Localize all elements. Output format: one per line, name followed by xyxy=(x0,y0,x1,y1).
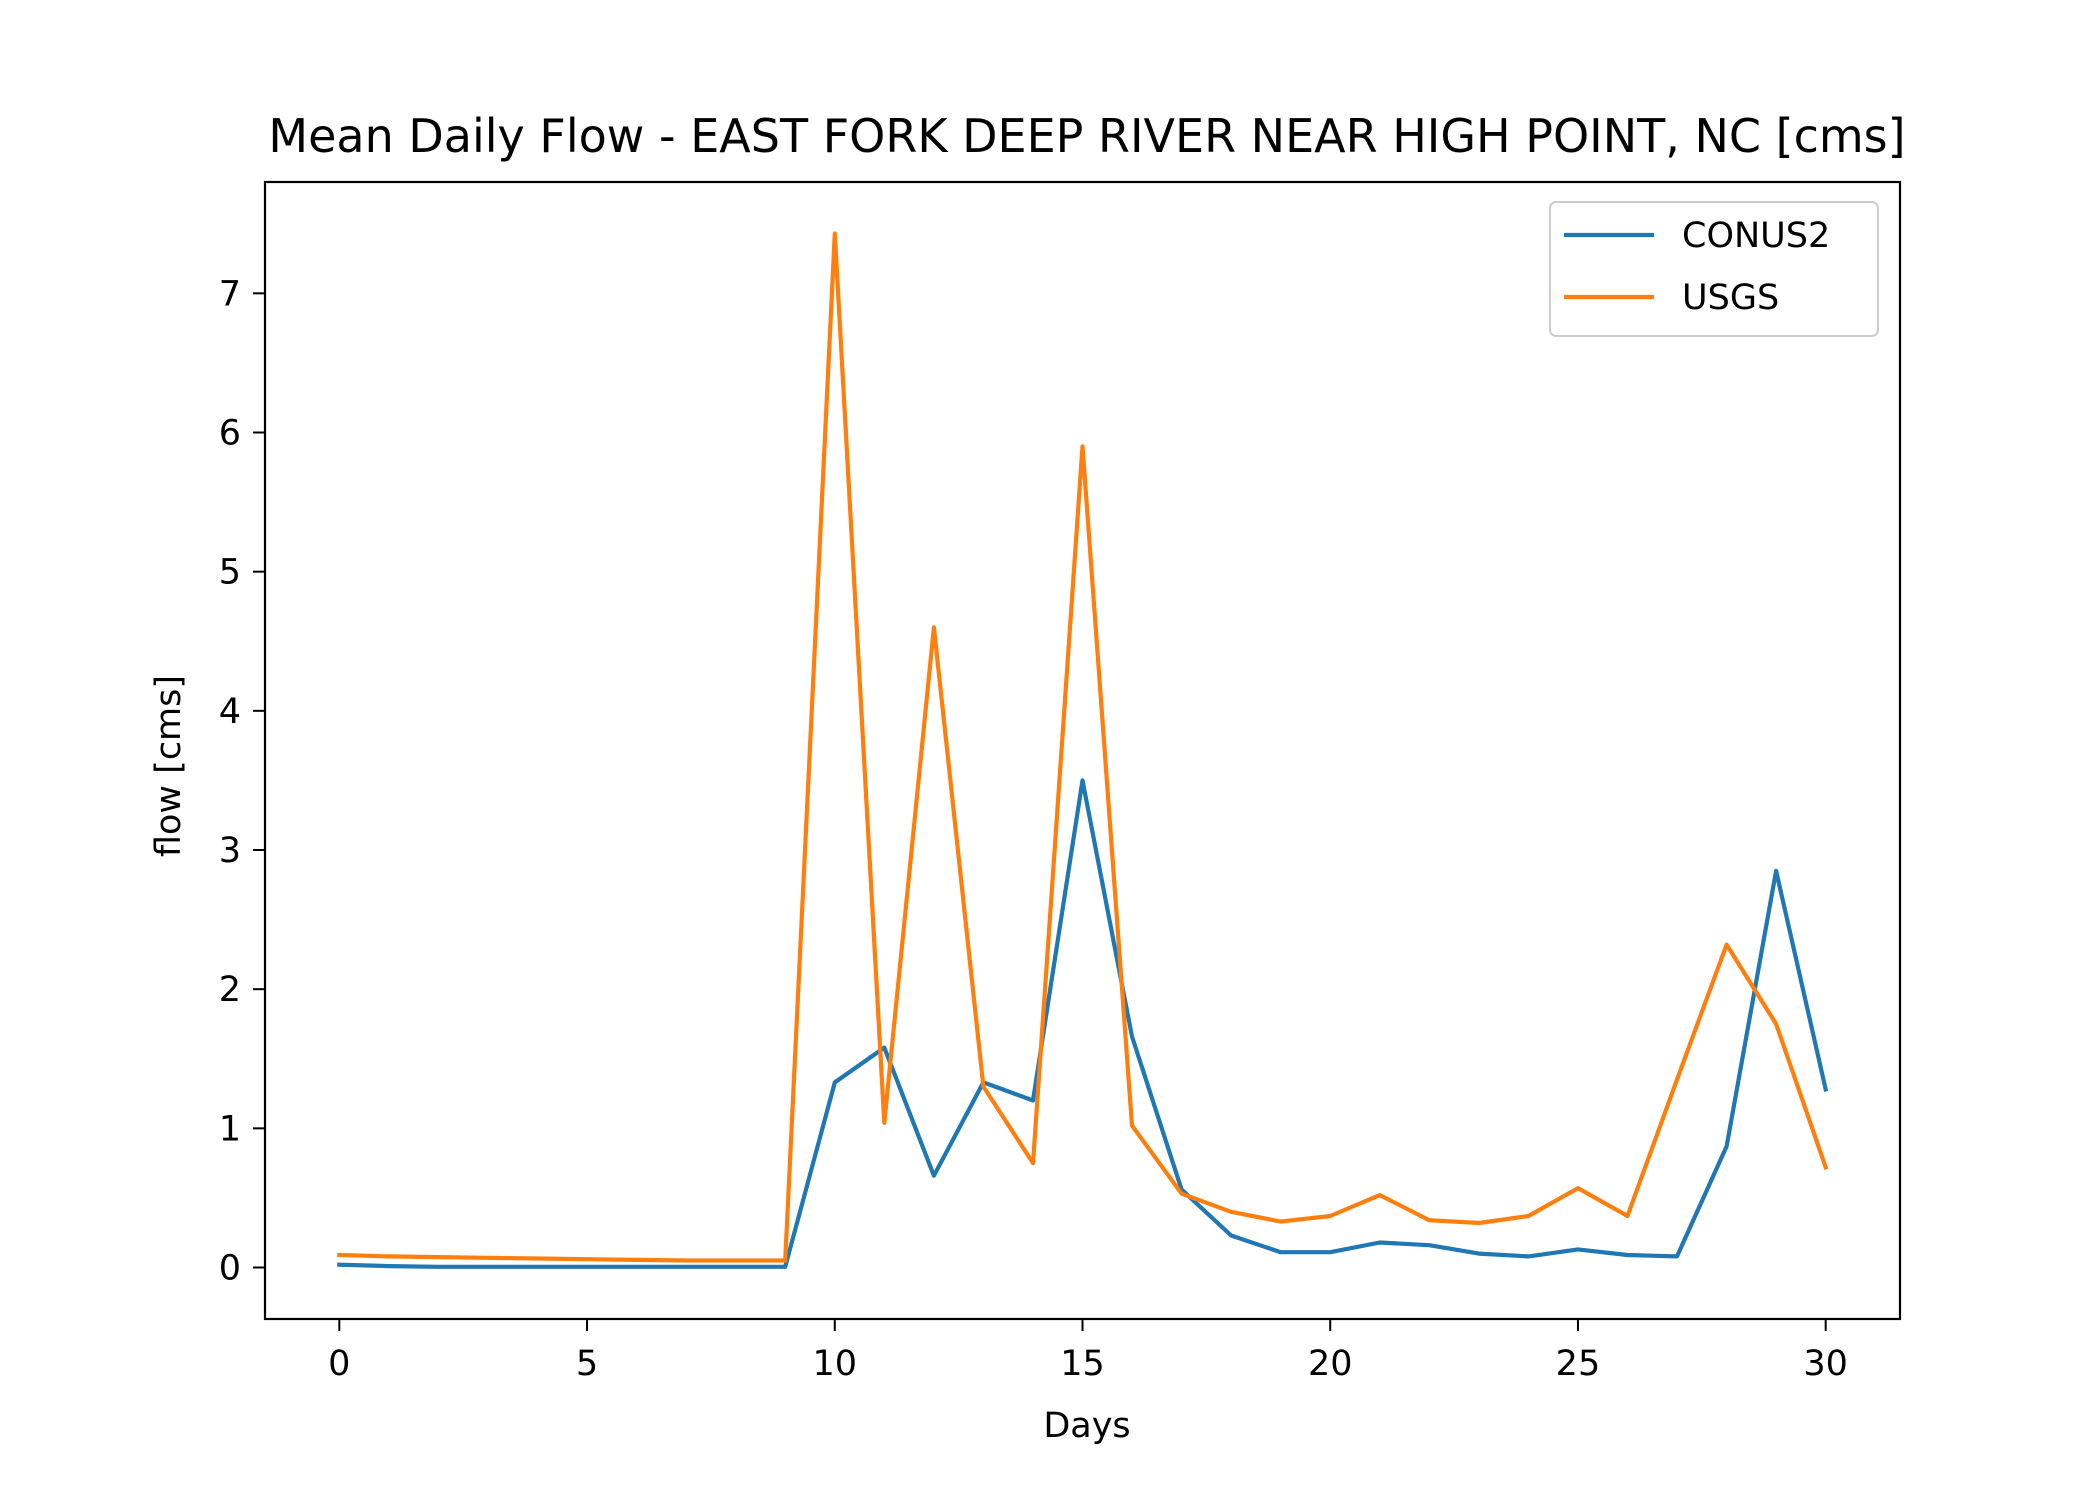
x-tick-label: 10 xyxy=(812,1344,857,1384)
y-tick-label: 2 xyxy=(219,970,241,1010)
legend-label-conus2: CONUS2 xyxy=(1682,216,1830,256)
y-axis-label: flow [cms] xyxy=(149,675,189,857)
legend-label-usgs: USGS xyxy=(1682,278,1779,318)
x-axis-label: Days xyxy=(1043,1406,1130,1446)
x-tick-label: 15 xyxy=(1060,1344,1105,1384)
x-tick-label: 5 xyxy=(576,1344,598,1384)
y-tick-label: 0 xyxy=(219,1249,241,1289)
y-tick-label: 4 xyxy=(219,692,241,732)
chart-title: Mean Daily Flow - EAST FORK DEEP RIVER N… xyxy=(268,109,1905,163)
x-tick-label: 30 xyxy=(1803,1344,1848,1384)
series-line-usgs xyxy=(337,231,1829,1263)
y-tick-label: 3 xyxy=(219,831,241,871)
x-tick-label: 0 xyxy=(328,1344,350,1384)
series-line-conus2 xyxy=(337,778,1829,1269)
y-tick-label: 7 xyxy=(219,274,241,314)
y-tick-label: 6 xyxy=(219,414,241,454)
y-tick-label: 1 xyxy=(219,1109,241,1149)
x-tick-label: 25 xyxy=(1556,1344,1601,1384)
plot-area: 0 5 10 15 20 25 30 0 1 2 3 4 5 6 7 xyxy=(219,180,1902,1384)
y-tick-label: 5 xyxy=(219,553,241,593)
x-tick-label: 20 xyxy=(1308,1344,1353,1384)
legend: CONUS2 USGS xyxy=(1549,201,1879,337)
